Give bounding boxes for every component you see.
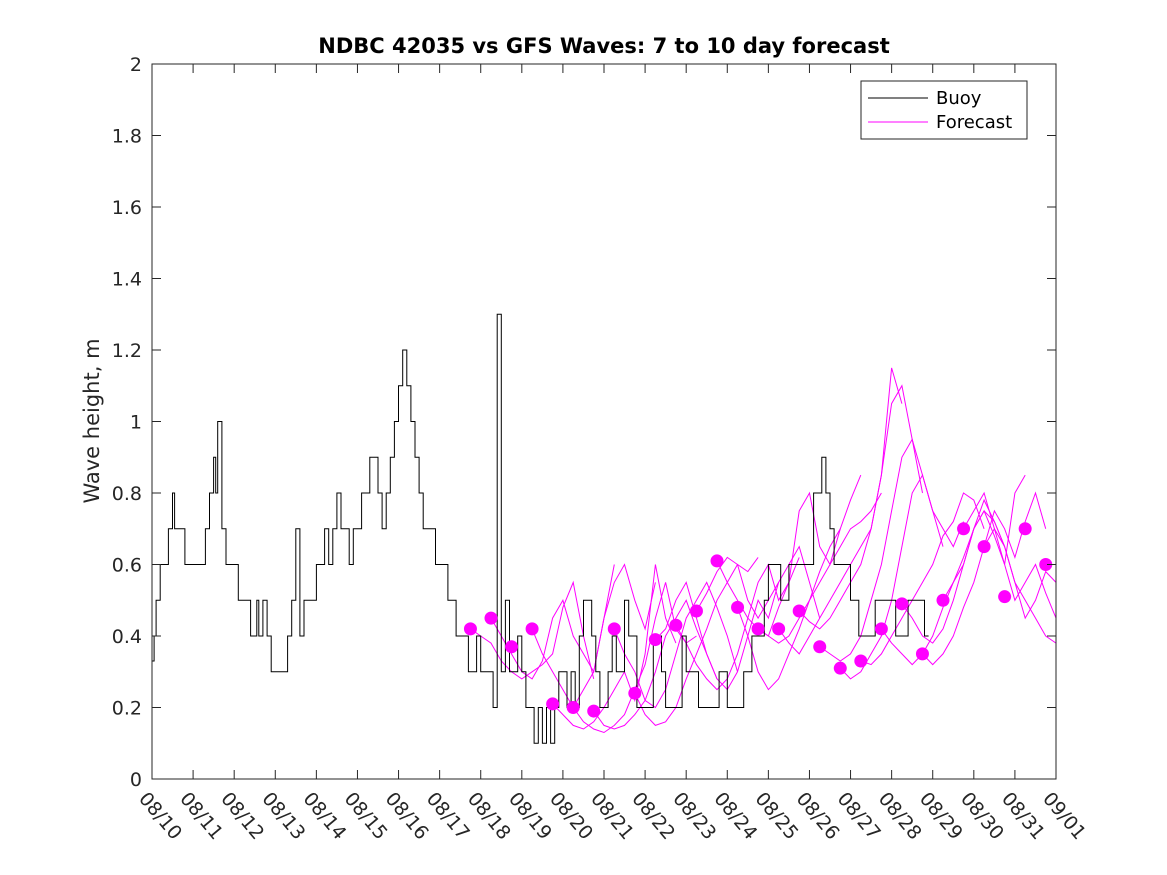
y-tick-label: 0 bbox=[130, 769, 142, 791]
forecast-marker bbox=[813, 640, 827, 654]
legend-forecast-label: Forecast bbox=[936, 112, 1012, 133]
y-tick-label: 0.6 bbox=[112, 555, 142, 577]
forecast-markers bbox=[463, 522, 1053, 718]
forecast-lines bbox=[470, 367, 1057, 734]
y-tick-label: 1.8 bbox=[112, 126, 142, 148]
y-tick-label: 1 bbox=[130, 412, 142, 434]
forecast-marker bbox=[915, 647, 929, 661]
forecast-marker bbox=[895, 597, 909, 611]
forecast-marker bbox=[669, 618, 683, 632]
forecast-marker bbox=[546, 697, 560, 711]
forecast-line bbox=[963, 491, 1057, 644]
legend-buoy-label: Buoy bbox=[936, 88, 982, 109]
forecast-line bbox=[675, 557, 800, 691]
forecast-line bbox=[593, 599, 718, 730]
forecast-line bbox=[798, 384, 923, 630]
y-tick-label: 0.8 bbox=[112, 483, 142, 505]
forecast-marker bbox=[957, 522, 971, 536]
y-tick-label: 2 bbox=[130, 54, 142, 76]
forecast-marker bbox=[648, 633, 662, 647]
forecast-marker bbox=[977, 540, 991, 554]
forecast-marker bbox=[587, 704, 601, 718]
buoy-series bbox=[152, 313, 929, 744]
forecast-marker bbox=[751, 622, 765, 636]
forecast-marker bbox=[710, 554, 724, 568]
forecast-marker bbox=[463, 622, 477, 636]
legend-box bbox=[860, 80, 1028, 140]
y-tick-label: 1.4 bbox=[112, 269, 142, 291]
forecast-line bbox=[860, 492, 985, 666]
forecast-line bbox=[839, 473, 964, 680]
forecast-line bbox=[613, 581, 738, 709]
forecast-line bbox=[531, 563, 656, 709]
y-tick-label: 1.6 bbox=[112, 197, 142, 219]
y-axis: 0 0.2 0.4 0.6 0.8 1 1.2 1.4 1.6 1.8 2 bbox=[112, 54, 1056, 791]
forecast-marker bbox=[1018, 522, 1032, 536]
forecast-line bbox=[716, 491, 841, 637]
y-tick-label: 0.4 bbox=[112, 626, 142, 648]
forecast-line bbox=[655, 581, 780, 691]
buoy-line bbox=[152, 313, 929, 744]
forecast-marker bbox=[936, 593, 950, 607]
legend: Buoy Forecast bbox=[860, 80, 1028, 140]
forecast-marker bbox=[792, 604, 806, 618]
forecast-marker bbox=[854, 654, 868, 668]
forecast-line bbox=[757, 492, 882, 644]
forecast-marker bbox=[833, 661, 847, 675]
forecast-marker bbox=[525, 622, 539, 636]
forecast-line bbox=[737, 474, 862, 691]
forecast-marker bbox=[1039, 558, 1053, 571]
y-tick-label: 1.2 bbox=[112, 340, 142, 362]
forecast-marker bbox=[484, 611, 498, 625]
forecast-line bbox=[696, 545, 821, 620]
forecast-marker bbox=[689, 604, 703, 618]
forecast-marker bbox=[731, 600, 745, 614]
forecast-line bbox=[552, 564, 677, 730]
forecast-marker bbox=[772, 622, 786, 636]
forecast-marker bbox=[874, 622, 888, 636]
forecast-marker bbox=[505, 640, 519, 654]
forecast-line bbox=[470, 580, 595, 680]
forecast-marker bbox=[998, 590, 1012, 604]
y-axis-label: Wave height, m bbox=[80, 338, 104, 503]
plot-area bbox=[152, 64, 1056, 779]
y-tick-label: 0.2 bbox=[112, 698, 142, 720]
forecast-marker bbox=[628, 686, 642, 700]
forecast-marker bbox=[566, 701, 580, 714]
forecast-line bbox=[983, 527, 1057, 619]
forecast-line bbox=[942, 498, 1057, 620]
chart-title: NDBC 42035 vs GFS Waves: 7 to 10 day for… bbox=[318, 34, 889, 58]
forecast-marker bbox=[607, 622, 621, 636]
